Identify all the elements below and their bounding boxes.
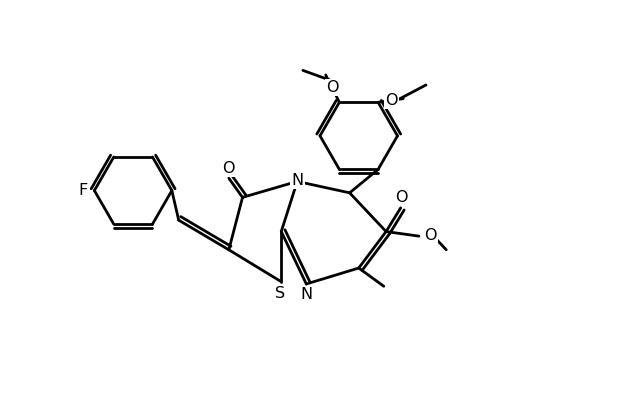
Text: O: O xyxy=(221,161,234,176)
Text: S: S xyxy=(275,286,285,301)
Text: O: O xyxy=(424,228,436,243)
Text: N: N xyxy=(300,287,312,302)
Text: N: N xyxy=(291,173,303,188)
Text: O: O xyxy=(396,190,408,205)
Text: O: O xyxy=(385,93,398,108)
Text: O: O xyxy=(326,80,339,95)
Text: F: F xyxy=(78,183,88,198)
